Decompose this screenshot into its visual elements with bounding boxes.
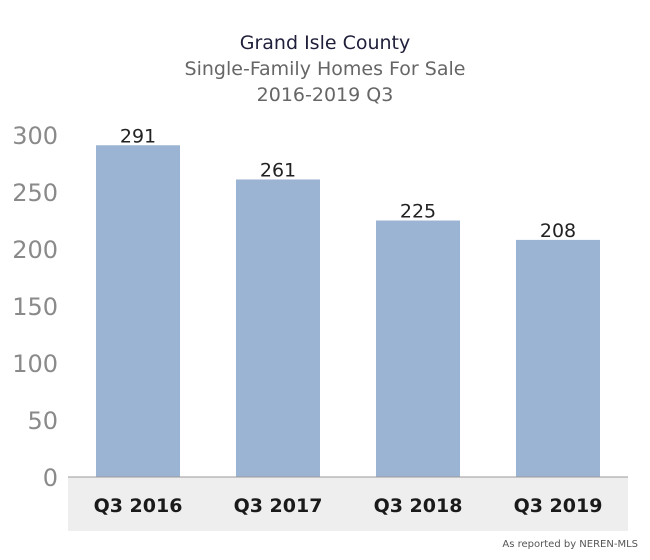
y-tick-label: 0 [43,464,58,492]
x-tick-label: Q3 2018 [374,495,463,517]
x-tick-label: Q3 2019 [514,495,603,517]
y-tick-label: 150 [12,293,58,321]
data-label: 261 [260,159,296,181]
chart-title: Grand Isle County [239,32,411,54]
bar [376,220,460,477]
data-label: 208 [540,220,576,242]
x-tick-label: Q3 2017 [234,495,323,517]
y-tick-label: 100 [12,350,58,378]
bar [96,145,180,477]
y-tick-label: 300 [12,122,58,150]
category-band [68,477,628,531]
data-label: 225 [400,201,436,223]
y-tick-label: 50 [27,407,58,435]
data-label: 291 [120,125,156,147]
bar [236,179,320,477]
source-note: As reported by NEREN-MLS [502,539,638,550]
chart-title-block: Grand Isle County Single-Family Homes Fo… [0,30,650,108]
chart-subtitle-years: 2016-2019 Q3 [256,84,394,106]
x-tick-label: Q3 2016 [94,495,183,517]
y-tick-label: 200 [12,236,58,264]
chart-subtitle: Single-Family Homes For Sale [184,58,466,80]
y-tick-label: 250 [12,179,58,207]
bar [516,239,600,477]
